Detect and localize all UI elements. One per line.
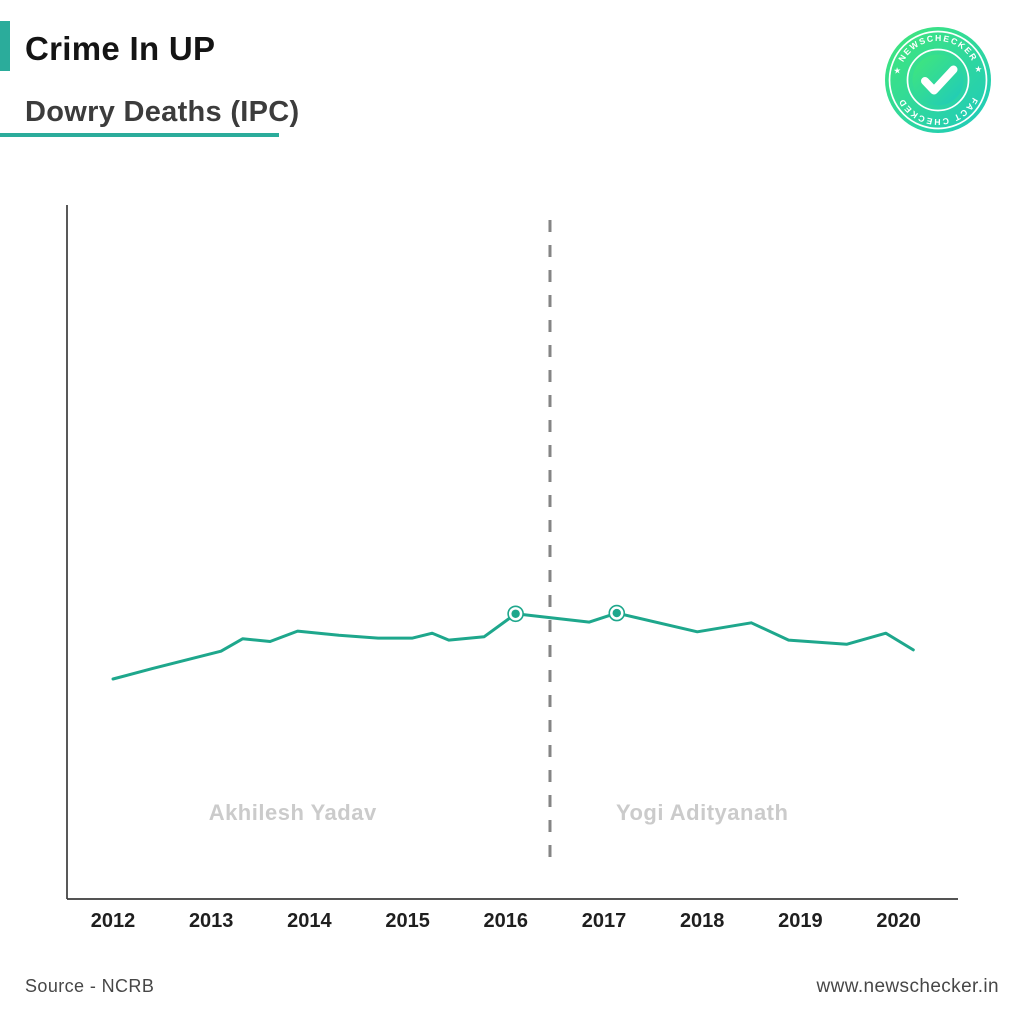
- subtitle-underline: [0, 133, 279, 137]
- x-tick-label: 2014: [287, 910, 332, 932]
- page-title: Crime In UP: [25, 30, 216, 67]
- data-line: [111, 611, 915, 681]
- x-tick-label: 2012: [91, 910, 136, 932]
- highlight-marker-dot: [511, 609, 520, 618]
- fact-check-badge: ★ NEWSCHECKER ★ FACT CHECKED: [885, 27, 991, 133]
- check-icon: [921, 65, 958, 95]
- era-label-right: Yogi Adityanath: [616, 800, 789, 825]
- x-tick-label: 2018: [680, 910, 725, 932]
- footer-website: www.newschecker.in: [816, 976, 999, 997]
- x-tick-label: 2019: [778, 910, 823, 932]
- x-tick-label: 2015: [385, 910, 430, 932]
- footer-source: Source - NCRB: [25, 976, 155, 996]
- page-subtitle: Dowry Deaths (IPC): [25, 96, 300, 128]
- x-tick-label: 2017: [582, 910, 627, 932]
- badge-inner-ring: [906, 48, 970, 112]
- era-label-left: Akhilesh Yadav: [209, 800, 377, 825]
- header-accent-bar: [0, 21, 10, 71]
- highlight-marker-dot: [612, 608, 621, 618]
- x-tick-label: 2020: [876, 910, 921, 932]
- x-tick-label: 2016: [484, 910, 529, 932]
- x-tick-label: 2013: [189, 910, 234, 932]
- badge-outer-ring: [888, 30, 988, 130]
